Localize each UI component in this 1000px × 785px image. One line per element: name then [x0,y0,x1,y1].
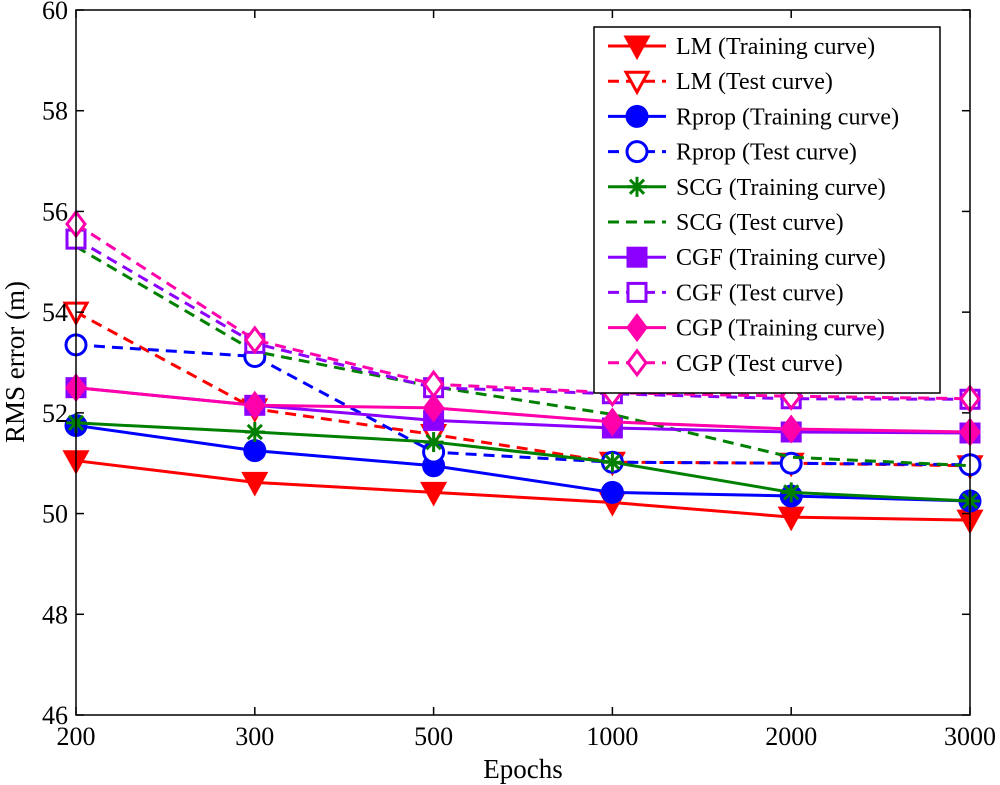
legend-entry: CGF (Test curve) [608,280,844,306]
legend-entry: CGF (Training curve) [608,245,886,271]
y-tick-label: 58 [42,97,68,126]
series-5 [75,245,971,468]
data-point [243,325,266,355]
legend-label: SCG (Test curve) [676,210,844,236]
series-layer [62,209,984,535]
y-tick-label: 60 [42,0,68,25]
data-point [601,407,624,437]
x-tick-label: 1000 [586,722,638,751]
legend-label: LM (Test curve) [676,69,833,95]
legend-label: SCG (Training curve) [676,175,886,201]
legend-label: Rprop (Test curve) [676,140,857,166]
data-point [777,506,805,532]
legend-label: LM (Training curve) [676,34,875,60]
legend-marker [625,104,649,128]
legend-marker [625,140,649,164]
x-tick-label: 2000 [765,722,817,751]
legend-marker [626,348,648,378]
data-point [600,480,624,504]
legend-entry: CGP (Test curve) [608,348,843,378]
legend-marker [627,176,647,197]
legend-marker [623,35,651,61]
legend-marker [626,281,648,303]
data-point [243,390,266,420]
y-tick-label: 54 [42,298,68,327]
legend-label: CGF (Test curve) [676,280,844,306]
data-point [780,414,803,444]
y-tick-label: 50 [42,500,68,529]
axis-ticks: 200 300 500 1000 2000 3000 46 48 50 52 54 56 58 60 [42,0,996,751]
legend-label: Rprop (Training curve) [676,104,899,130]
x-axis-title: Epochs [483,754,562,784]
series-line [75,237,971,401]
legend: LM (Training curve) LM (Test curve) Rprop … [593,26,941,394]
data-point [420,481,448,507]
legend-entry: LM (Training curve) [608,34,875,61]
data-point [781,482,802,503]
data-point [244,421,265,442]
data-point [602,452,623,473]
series-line [75,459,971,522]
series-line [75,245,971,468]
x-tick-label: 500 [414,722,453,751]
y-axis-title: RMS error (m) [0,281,30,443]
data-point [423,432,444,453]
legend-entry: SCG (Test curve) [608,210,844,236]
series-8 [65,373,981,447]
data-point [243,439,267,463]
legend-entry: CGP (Training curve) [608,313,885,343]
series-line [75,222,971,401]
x-tick-label: 3000 [944,722,996,751]
legend-box [593,26,941,394]
data-point [241,471,269,497]
series-line [75,310,971,468]
data-point [422,393,445,423]
legend-entry: Rprop (Test curve) [608,140,857,166]
legend-marker [623,70,651,96]
x-tick-label: 200 [57,722,96,751]
legend-entry: SCG (Training curve) [608,175,886,201]
legend-label: CGP (Test curve) [676,351,843,377]
plot-frame [75,9,971,716]
legend-entry: Rprop (Training curve) [608,104,899,130]
legend-marker [626,313,648,343]
x-tick-label: 300 [235,722,274,751]
y-tick-label: 48 [42,600,68,629]
series-line [75,343,971,467]
y-tick-label: 56 [42,197,68,226]
series-line [75,386,971,434]
series-line [75,423,971,503]
y-tick-label: 52 [42,399,68,428]
series-line [75,421,971,503]
data-point [422,369,445,399]
y-tick-label: 46 [42,701,68,730]
legend-label: CGP (Training curve) [676,316,885,342]
legend-label: CGF (Training curve) [676,245,886,271]
legend-entry: LM (Test curve) [608,69,833,96]
legend-marker [626,246,648,268]
